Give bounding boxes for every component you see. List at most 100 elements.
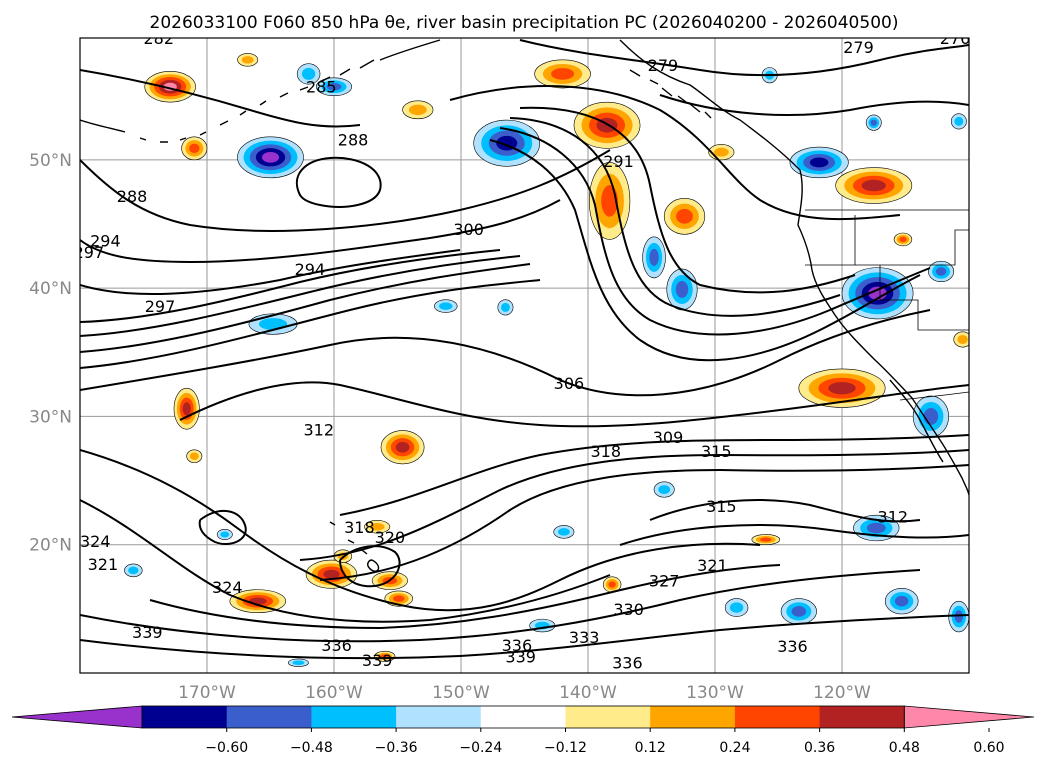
precip-blob <box>884 588 919 615</box>
precip-level <box>301 67 316 80</box>
theta-e-contour <box>339 545 401 588</box>
contour-label: 276 <box>940 29 971 48</box>
precip-level <box>809 157 829 168</box>
precip-blob <box>780 598 817 625</box>
precip-blob <box>948 600 969 633</box>
colorbar-tick-label: −0.48 <box>290 740 333 756</box>
theta-e-contour <box>299 449 969 561</box>
contour-label: 282 <box>143 29 174 48</box>
precip-level <box>760 537 772 542</box>
lat-tick-label: 30°N <box>29 407 72 427</box>
precip-blob <box>865 114 882 131</box>
theta-e-contour <box>519 106 856 294</box>
precip-blob <box>653 481 675 498</box>
contour-label: 336 <box>612 654 643 673</box>
precip-level <box>676 208 693 224</box>
theta-e-contour <box>179 381 969 428</box>
precip-blob <box>953 331 969 348</box>
theta-e-contour <box>80 569 921 643</box>
contour-label: 279 <box>843 38 874 57</box>
theta-e-contour <box>489 139 921 362</box>
precip-level <box>935 267 947 276</box>
precip-level <box>551 68 575 80</box>
precip-level <box>870 119 877 126</box>
precip-blob <box>642 236 666 279</box>
contour-label: 309 <box>653 428 684 447</box>
lon-tick-label: 120°W <box>813 683 871 703</box>
precip-blob <box>237 53 259 67</box>
precip-level <box>894 595 909 607</box>
colorbar-swatch <box>734 706 821 728</box>
contour-label: 306 <box>554 374 585 393</box>
colorbar-tick-label: 0.60 <box>973 740 1004 756</box>
precip-blob <box>248 313 298 335</box>
lon-tick-label: 130°W <box>686 683 744 703</box>
precip-level <box>954 610 964 623</box>
contour-label: 279 <box>648 56 679 75</box>
contour-label: 333 <box>569 628 600 647</box>
precip-blob <box>534 59 591 89</box>
contour-label: 291 <box>603 152 634 171</box>
colorbar-swatch <box>226 706 312 728</box>
contour-label: 336 <box>777 637 808 656</box>
precip-level <box>189 143 200 154</box>
lon-tick-label: 170°W <box>178 683 236 703</box>
contour-label: 300 <box>453 220 484 239</box>
colorbar-swatch <box>311 706 397 728</box>
theta-e-contour <box>80 199 561 264</box>
precip-blob <box>434 299 458 313</box>
precip-level <box>501 302 510 312</box>
precip-level <box>393 595 405 602</box>
precip-level <box>408 104 427 116</box>
theta-e-contours <box>80 39 969 660</box>
precip-level <box>326 83 342 91</box>
colorbar-extend-max <box>903 705 1035 729</box>
precip-level <box>861 179 886 192</box>
precip-blob <box>497 299 514 316</box>
precip-blob <box>364 520 391 534</box>
precip-blob <box>186 449 203 463</box>
contour-label: 297 <box>145 297 176 316</box>
theta-e-contour <box>449 85 901 221</box>
colorbar-swatch <box>819 706 905 728</box>
precip-blob <box>950 113 967 130</box>
longitude-labels: 170°W 160°W 150°W 140°W 130°W 120°W <box>178 683 871 703</box>
precip-blob <box>315 77 353 97</box>
colorbar-swatch <box>565 706 651 728</box>
state-border <box>879 265 969 331</box>
precip-blob <box>789 146 849 179</box>
contour-label: 294 <box>295 260 326 279</box>
precip-blob <box>124 563 143 578</box>
precip-level <box>323 569 340 579</box>
theta-e-contour <box>499 127 931 336</box>
contour-label: 336 <box>321 636 352 655</box>
precip-blob <box>666 268 698 311</box>
contour-label: 324 <box>80 532 111 551</box>
alaska-panhandle-islands <box>629 69 712 119</box>
precip-blob <box>588 162 631 240</box>
precip-blob <box>237 136 304 179</box>
lat-tick-label: 20°N <box>29 536 72 556</box>
precip-blob <box>173 387 200 430</box>
contour-label: 288 <box>117 187 148 206</box>
theta-e-contour <box>80 614 969 660</box>
contour-label: 330 <box>613 600 644 619</box>
precip-level <box>828 382 856 395</box>
precip-blob <box>473 119 541 167</box>
precip-level <box>791 606 807 617</box>
precip-blob <box>229 589 287 614</box>
theta-e-contour <box>619 524 969 546</box>
baja-coastline <box>889 379 944 463</box>
theta-e-contour <box>319 464 969 581</box>
contour-label: 339 <box>505 647 536 666</box>
colorbar-swatch <box>142 706 228 728</box>
contour-label: 339 <box>132 623 163 642</box>
colorbar-swatch <box>396 706 482 728</box>
precip-blob <box>216 529 233 540</box>
precip-blob <box>287 658 309 667</box>
theta-e-contour <box>339 434 969 516</box>
political-borders <box>805 209 969 401</box>
precip-level <box>439 302 453 310</box>
